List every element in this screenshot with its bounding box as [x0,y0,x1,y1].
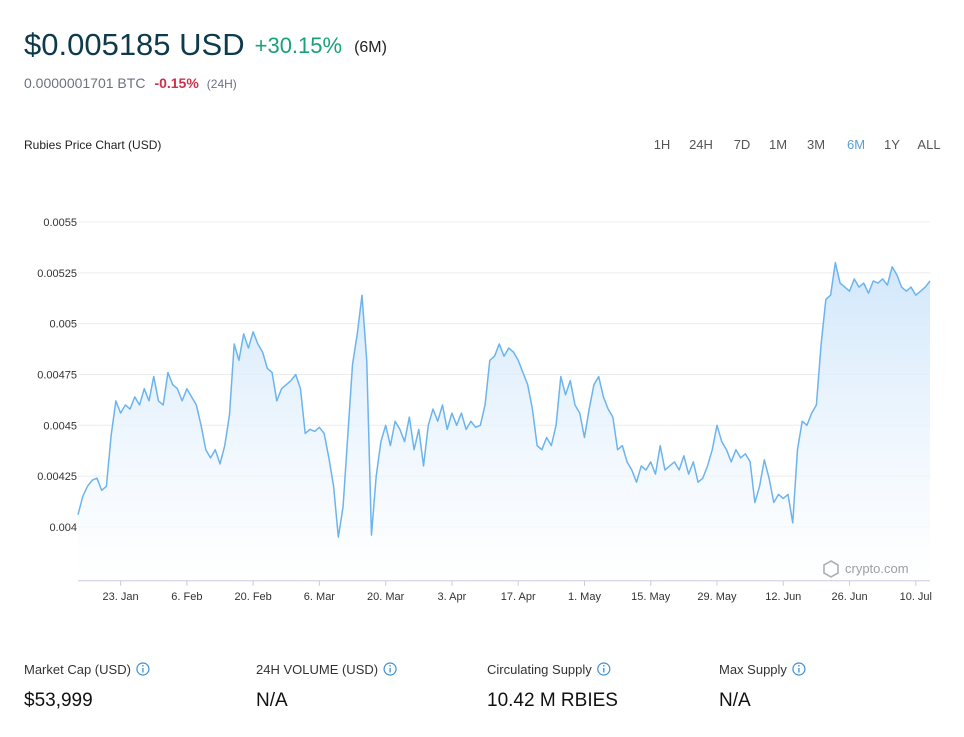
x-tick-label: 10. Jul [900,591,932,603]
info-circle [597,662,611,676]
range-button[interactable]: 7D [734,137,751,152]
info-dot [602,665,605,667]
price: $0.005185 USD [24,27,245,62]
y-tick-label: 0.0045 [43,420,77,432]
price-area [78,262,930,581]
stat-value: 10.42 M RBIES [487,690,618,711]
range-button[interactable]: ALL [917,137,940,152]
x-tick-label: 23. Jan [103,591,139,603]
btc-change: -0.15% [154,75,199,91]
stat-label: Market Cap (USD) [24,662,131,677]
price-line [77,261,931,538]
btc-price: 0.0000001701 BTC [24,75,145,91]
x-tick-label: 20. Feb [234,591,271,603]
stat-label: Circulating Supply [487,662,592,677]
x-tick-label: 29. May [697,591,737,603]
x-tick-label: 12. Jun [765,591,801,603]
stat-label: Max Supply [719,662,787,677]
info-dot [142,665,144,667]
info-circle [136,662,150,676]
info-dot [798,665,800,667]
info-icon[interactable] [383,662,397,676]
x-tick-label: 15. May [631,591,671,603]
x-tick-label: 1. May [568,591,602,603]
stat-value: $53,999 [24,690,93,711]
chart-title: Rubies Price Chart (USD) [24,138,161,152]
x-tick-label: 6. Feb [171,591,202,603]
y-tick-label: 0.004 [49,522,77,534]
y-tick-label: 0.005 [49,319,77,331]
stat-value: N/A [256,690,288,711]
y-tick-label: 0.0055 [43,217,77,229]
y-tick-label: 0.00475 [37,369,77,381]
range-button[interactable]: 1Y [884,137,900,152]
change-period: (6M) [354,39,387,56]
price-change: +30.15% [255,33,342,58]
watermark: crypto.com [823,560,909,578]
range-button[interactable]: 24H [689,137,713,152]
btc-period: (24H) [207,77,237,91]
watermark-text: crypto.com [845,561,909,576]
info-icon[interactable] [597,662,611,676]
stat-value: N/A [719,690,751,711]
range-button[interactable]: 3M [807,137,825,152]
info-icon[interactable] [792,662,806,676]
range-button[interactable]: 6M [847,137,865,152]
y-tick-label: 0.00525 [37,268,77,280]
info-icon[interactable] [136,662,150,676]
info-circle [792,662,806,676]
range-button[interactable]: 1M [769,137,787,152]
x-tick-label: 6. Mar [304,591,336,603]
stat-label: 24H VOLUME (USD) [256,662,378,677]
info-dot [389,665,391,667]
info-circle [383,662,397,676]
y-tick-label: 0.00425 [37,471,77,483]
watermark-logo [823,560,839,578]
range-button[interactable]: 1H [654,137,671,152]
x-tick-label: 3. Apr [438,591,467,603]
x-tick-label: 20. Mar [367,591,405,603]
x-tick-label: 26. Jun [831,591,867,603]
x-tick-label: 17. Apr [501,591,536,603]
